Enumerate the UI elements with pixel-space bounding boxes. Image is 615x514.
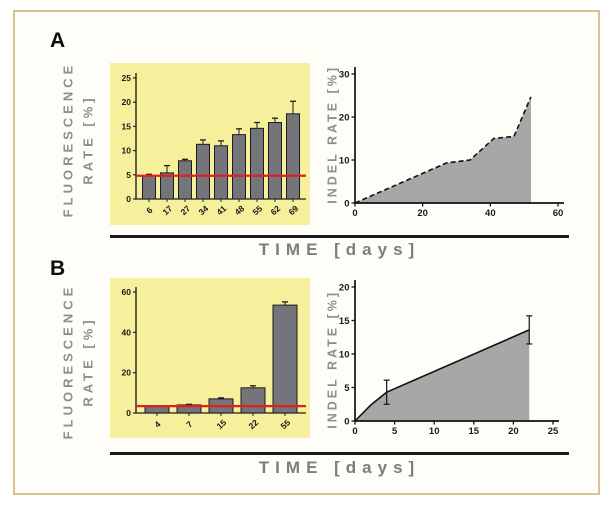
panel-a-time-axis-label: TIME [days] <box>258 240 421 259</box>
svg-text:20: 20 <box>122 368 132 378</box>
panel-a-fluorescence-bar-chart: 0 5 10 15 20 25 6 17 27 34 41 48 55 62 69 <box>110 63 310 225</box>
panel-b-indel-area-chart: 0 5 10 15 20 0 5 10 15 20 25 <box>339 280 559 437</box>
svg-text:48: 48 <box>232 203 246 217</box>
svg-text:10: 10 <box>429 426 440 437</box>
svg-text:41: 41 <box>214 203 228 217</box>
panel-b-label: B <box>50 257 66 280</box>
fluorescence-axis-label-line2: RATE [%] <box>80 316 95 407</box>
svg-text:20: 20 <box>122 97 132 107</box>
svg-text:15: 15 <box>122 121 132 131</box>
svg-text:55: 55 <box>250 203 264 217</box>
svg-text:25: 25 <box>122 73 132 83</box>
svg-text:5: 5 <box>126 170 131 180</box>
fluorescence-axis-label-line2: RATE [%] <box>80 94 95 185</box>
svg-text:20: 20 <box>339 113 350 124</box>
svg-text:34: 34 <box>196 203 210 217</box>
svg-text:0: 0 <box>352 426 357 437</box>
svg-text:4: 4 <box>152 419 162 430</box>
panel-a-indel-area-chart: 0 10 20 30 0 20 40 60 <box>339 67 564 219</box>
svg-text:0: 0 <box>126 408 131 418</box>
panel-a-fluorescence-axis-label: FLUORESCENCE RATE [%] <box>59 54 98 226</box>
svg-text:40: 40 <box>485 208 496 219</box>
svg-text:15: 15 <box>214 417 228 431</box>
svg-text:20: 20 <box>417 208 428 219</box>
fluorescence-axis-label-line1: FLUORESCENCE <box>60 283 76 440</box>
svg-text:20: 20 <box>339 283 350 294</box>
panel-b-fluorescence-axis-label: FLUORESCENCE RATE [%] <box>59 276 98 448</box>
svg-text:69: 69 <box>286 203 300 217</box>
svg-text:0: 0 <box>126 194 131 204</box>
svg-text:0: 0 <box>344 199 349 210</box>
svg-text:27: 27 <box>178 203 192 217</box>
svg-text:5: 5 <box>392 426 398 437</box>
panel-a-label: A <box>50 29 66 52</box>
panel-b-fluorescence-bar-chart: 0 20 40 60 4 7 15 22 55 <box>110 278 310 438</box>
panel-b-time-axis-line <box>110 452 569 455</box>
svg-text:10: 10 <box>339 350 350 361</box>
svg-text:20: 20 <box>508 426 519 437</box>
svg-text:15: 15 <box>339 316 350 327</box>
svg-text:40: 40 <box>122 327 132 337</box>
svg-text:7: 7 <box>184 419 194 430</box>
svg-text:62: 62 <box>268 203 282 217</box>
panel-b-time-axis-label: TIME [days] <box>258 458 421 477</box>
svg-text:10: 10 <box>339 156 350 167</box>
svg-text:60: 60 <box>122 287 132 297</box>
svg-text:10: 10 <box>122 146 132 156</box>
svg-text:60: 60 <box>553 208 564 219</box>
svg-text:5: 5 <box>344 383 350 394</box>
svg-text:0: 0 <box>352 208 357 219</box>
svg-text:15: 15 <box>469 426 480 437</box>
svg-text:0: 0 <box>344 417 349 428</box>
fluorescence-axis-label-line1: FLUORESCENCE <box>60 61 76 218</box>
panel-a-time-axis-line <box>110 235 569 238</box>
svg-text:17: 17 <box>160 203 174 217</box>
svg-text:6: 6 <box>144 205 154 216</box>
svg-text:25: 25 <box>548 426 559 437</box>
svg-text:22: 22 <box>246 417 260 431</box>
svg-text:30: 30 <box>339 70 350 81</box>
svg-text:55: 55 <box>278 417 292 431</box>
